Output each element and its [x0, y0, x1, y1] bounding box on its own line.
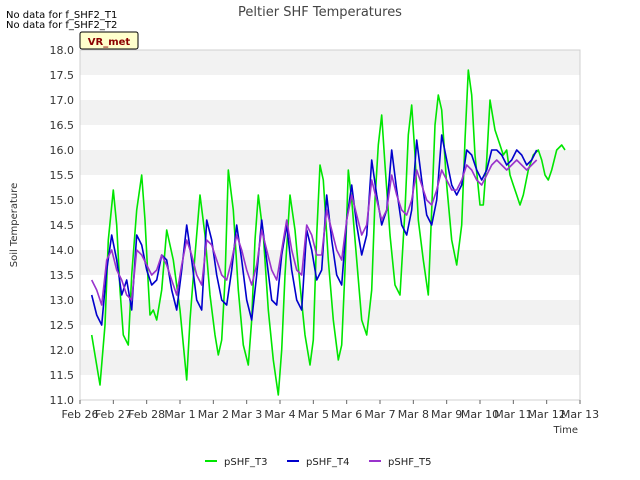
x-tick-label: Mar 4 — [264, 408, 295, 421]
grid-band — [80, 125, 580, 150]
x-tick-label: Mar 6 — [331, 408, 362, 421]
x-tick-label: Mar 9 — [431, 408, 462, 421]
y-tick-label: 16.5 — [50, 119, 75, 132]
grid-band — [80, 375, 580, 400]
series-line-pSHF_T5 — [90, 159, 538, 306]
grid-band — [80, 300, 580, 325]
x-tick-label: Mar 11 — [494, 408, 532, 421]
y-tick-label: 15.0 — [50, 194, 75, 207]
grid-band — [80, 325, 580, 350]
x-tick-label: Mar 3 — [231, 408, 262, 421]
y-tick-label: 17.0 — [50, 94, 75, 107]
grid-band — [80, 350, 580, 375]
legend: pSHF_T3 pSHF_T4 pSHF_T5 — [205, 457, 431, 468]
grid-band — [80, 50, 580, 75]
x-tick-label: Mar 10 — [461, 408, 499, 421]
y-tick-label: 13.0 — [50, 294, 75, 307]
y-tick-label: 18.0 — [50, 44, 75, 57]
x-tick-label: Mar 1 — [164, 408, 195, 421]
y-tick-label: 17.5 — [50, 69, 75, 82]
y-tick-label: 12.0 — [50, 344, 75, 357]
legend-label-pSHF_T4: pSHF_T4 — [306, 457, 349, 468]
y-tick-label: 13.5 — [50, 269, 75, 282]
y-tick-label: 16.0 — [50, 144, 75, 157]
y-tick-label: 11.0 — [50, 394, 75, 407]
x-tick-label: Mar 8 — [398, 408, 429, 421]
y-tick-label: 14.0 — [50, 244, 75, 257]
x-tick-label: Feb 27 — [95, 408, 132, 421]
vr-met-label: VR_met — [88, 37, 131, 48]
x-tick-label: Mar 5 — [298, 408, 329, 421]
y-axis-label: Soil Temperature — [9, 183, 20, 268]
y-axis-ticks: 11.0 11.5 12.0 12.5 13.0 13.5 14.0 14.5 15.0 15.5… — [50, 44, 75, 407]
x-axis-label: Time — [553, 425, 578, 436]
plot-area — [79, 49, 581, 401]
y-tick-label: 15.5 — [50, 169, 75, 182]
x-tick-label: Mar 7 — [364, 408, 395, 421]
x-tick-label: Feb 28 — [128, 408, 165, 421]
legend-label-pSHF_T5: pSHF_T5 — [388, 457, 431, 468]
x-tick-label: Mar 2 — [198, 408, 229, 421]
chart-title: Peltier SHF Temperatures — [238, 5, 402, 20]
grid-band — [80, 100, 580, 125]
vr-met-badge: VR_met — [79, 31, 139, 50]
no-data-note-2: No data for f_SHF2_T2 — [6, 20, 117, 31]
series-layer — [90, 69, 566, 396]
series-line-pSHF_T3 — [90, 69, 566, 396]
grid-band — [80, 75, 580, 100]
legend-label-pSHF_T3: pSHF_T3 — [224, 457, 267, 468]
y-tick-label: 11.5 — [50, 369, 75, 382]
grid-band — [80, 150, 580, 175]
x-tick-label: Mar 12 — [528, 408, 566, 421]
x-tick-label: Feb 26 — [62, 408, 99, 421]
y-tick-label: 14.5 — [50, 219, 75, 232]
x-tick-label: Mar 13 — [561, 408, 599, 421]
grid-band — [80, 175, 580, 200]
y-tick-label: 12.5 — [50, 319, 75, 332]
no-data-note-1: No data for f_SHF2_T1 — [6, 10, 117, 21]
